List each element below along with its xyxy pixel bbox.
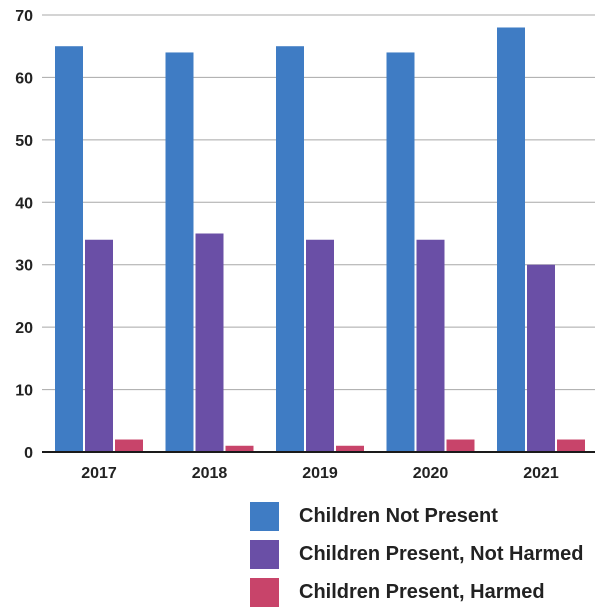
y-axis-tick-labels: 0 10 20 30 40 50 60 70 bbox=[15, 8, 33, 462]
bar bbox=[416, 239, 445, 452]
legend-label: Children Present, Harmed bbox=[299, 580, 545, 603]
y-tick-label: 60 bbox=[15, 70, 33, 87]
bar bbox=[195, 233, 224, 452]
bar bbox=[165, 52, 194, 452]
legend: Children Not Present Children Present, N… bbox=[250, 497, 584, 611]
legend-label: Children Not Present bbox=[299, 504, 498, 527]
legend-label: Children Present, Not Harmed bbox=[299, 542, 584, 565]
y-tick-label: 40 bbox=[15, 195, 33, 212]
bar bbox=[497, 27, 525, 452]
y-tick-label: 0 bbox=[24, 445, 33, 462]
bars bbox=[55, 27, 585, 452]
bar bbox=[85, 239, 113, 452]
x-tick-label: 2019 bbox=[302, 465, 338, 482]
x-tick-label: 2021 bbox=[523, 465, 559, 482]
bar bbox=[276, 46, 304, 452]
x-axis-tick-labels: 2017 2018 2019 2020 2021 bbox=[81, 465, 559, 482]
bar bbox=[527, 264, 555, 452]
bar bbox=[55, 46, 83, 452]
x-tick-label: 2020 bbox=[413, 465, 449, 482]
y-tick-label: 30 bbox=[15, 258, 33, 275]
y-tick-label: 70 bbox=[15, 8, 33, 25]
bar bbox=[386, 52, 415, 452]
bar bbox=[557, 439, 585, 452]
legend-swatch bbox=[250, 501, 279, 531]
bar bbox=[336, 445, 364, 452]
bar bbox=[306, 239, 334, 452]
bar bbox=[225, 445, 254, 452]
y-tick-label: 10 bbox=[15, 383, 33, 400]
x-tick-label: 2018 bbox=[192, 465, 228, 482]
legend-item-children-present-not-harmed: Children Present, Not Harmed bbox=[250, 535, 584, 573]
legend-item-children-present-harmed: Children Present, Harmed bbox=[250, 573, 584, 611]
y-tick-label: 20 bbox=[15, 320, 33, 337]
x-tick-label: 2017 bbox=[81, 465, 117, 482]
legend-item-children-not-present: Children Not Present bbox=[250, 497, 584, 535]
legend-swatch bbox=[250, 577, 279, 607]
bar bbox=[115, 439, 143, 452]
legend-swatch bbox=[250, 539, 279, 569]
y-tick-label: 50 bbox=[15, 133, 33, 150]
bar bbox=[446, 439, 475, 452]
